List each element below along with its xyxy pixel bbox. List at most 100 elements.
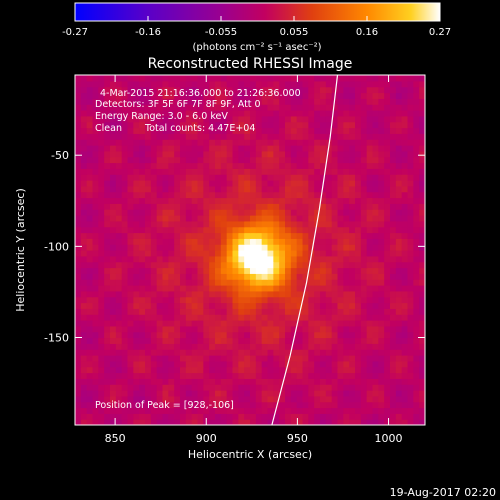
heatmap-cell (390, 401, 397, 409)
heatmap-cell (98, 413, 105, 420)
heatmap-cell (413, 86, 420, 94)
heatmap-cell (168, 180, 175, 187)
heatmap-cell (156, 244, 164, 251)
heatmap-cell (395, 104, 403, 111)
heatmap-cell (308, 174, 315, 181)
heatmap-cell (197, 413, 204, 420)
heatmap-cell (168, 92, 175, 99)
heatmap-cell (296, 290, 304, 298)
heatmap-cell (285, 395, 292, 403)
heatmap-cell (115, 401, 123, 409)
heatmap-cell (308, 419, 315, 425)
heatmap-cell (390, 133, 397, 140)
heatmap-cell (180, 86, 187, 94)
heatmap-cell (366, 145, 374, 152)
heatmap-cell (337, 261, 344, 269)
heatmap-cell (308, 244, 315, 251)
heatmap-cell (290, 290, 298, 298)
heatmap-cell (185, 384, 193, 391)
heatmap-cell (110, 232, 117, 239)
heatmap-cell (86, 320, 94, 327)
heatmap-cell (203, 203, 210, 210)
heatmap-cell (145, 174, 152, 181)
heatmap-cell (104, 80, 111, 88)
heatmap-cell (250, 209, 257, 216)
heatmap-cell (145, 320, 152, 327)
heatmap-cell (244, 285, 251, 292)
heatmap-cell (232, 261, 239, 269)
heatmap-cell (355, 80, 362, 88)
heatmap-cell (308, 337, 315, 344)
heatmap-cell (191, 75, 199, 82)
heatmap-cell (168, 302, 175, 309)
heatmap-cell (162, 127, 169, 134)
heatmap-cell (162, 372, 169, 379)
heatmap-cell (267, 185, 274, 193)
heatmap-cell (378, 390, 385, 397)
heatmap-cell (372, 168, 379, 175)
heatmap-cell (255, 226, 263, 234)
heatmap-cell (261, 86, 269, 94)
heatmap-cell (110, 355, 117, 362)
heatmap-cell (325, 296, 333, 304)
heatmap-cell (156, 139, 164, 146)
heatmap-cell (384, 98, 391, 105)
heatmap-cell (337, 174, 344, 181)
heatmap-cell (250, 104, 257, 111)
heatmap-cell (180, 226, 187, 234)
heatmap-cell (168, 290, 175, 298)
heatmap-cell (127, 314, 134, 321)
heatmap-cell (279, 302, 286, 309)
heatmap-cell (92, 395, 99, 403)
heatmap-cell (156, 185, 164, 193)
heatmap-cell (232, 267, 239, 274)
heatmap-cell (92, 349, 99, 356)
heatmap-cell (285, 168, 292, 175)
heatmap-cell (191, 86, 199, 94)
heatmap-cell (366, 285, 374, 292)
heatmap-cell (267, 343, 274, 350)
heatmap-cell (115, 255, 123, 263)
heatmap-cell (384, 360, 391, 368)
heatmap-cell (150, 314, 158, 321)
heatmap-cell (232, 378, 239, 385)
heatmap-cell (191, 255, 199, 263)
heatmap-cell (209, 98, 216, 105)
heatmap-cell (98, 343, 105, 350)
heatmap-cell (127, 407, 134, 414)
heatmap-cell (215, 407, 222, 414)
heatmap-cell (121, 226, 129, 234)
heatmap-cell (232, 325, 239, 333)
heatmap-cell (378, 86, 385, 94)
heatmap-cell (80, 250, 88, 257)
heatmap-cell (244, 127, 251, 134)
heatmap-cell (180, 203, 187, 210)
heatmap-cell (308, 150, 315, 158)
heatmap-cell (331, 273, 339, 280)
heatmap-cell (115, 349, 123, 356)
heatmap-cell (115, 337, 123, 344)
heatmap-cell (290, 185, 298, 193)
heatmap-cell (232, 104, 239, 111)
heatmap-cell (395, 238, 403, 245)
heatmap-cell (273, 279, 280, 286)
heatmap-cell (355, 133, 362, 140)
heatmap-cell (80, 226, 88, 234)
heatmap-cell (139, 115, 146, 123)
heatmap-cell (86, 197, 94, 204)
heatmap-cell (174, 92, 181, 99)
heatmap-cell (139, 355, 146, 362)
heatmap-cell (349, 244, 356, 251)
y-tick-label: -50 (51, 149, 69, 162)
heatmap-cell (98, 92, 105, 99)
heatmap-cell (320, 355, 327, 362)
heatmap-cell (197, 419, 204, 425)
heatmap-cell (366, 267, 374, 274)
heatmap-cell (133, 244, 140, 251)
heatmap-cell (285, 133, 292, 140)
heatmap-cell (185, 331, 193, 339)
heatmap-cell (343, 337, 350, 344)
heatmap-cell (98, 355, 105, 362)
heatmap-cell (343, 92, 350, 99)
heatmap-cell (261, 279, 269, 286)
